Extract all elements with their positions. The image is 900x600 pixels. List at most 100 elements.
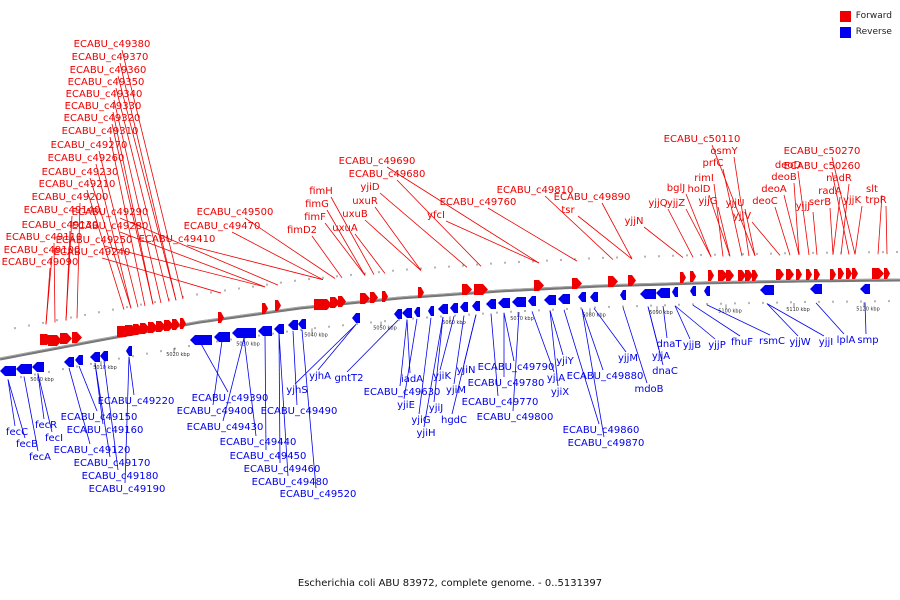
forward-gene-leader	[117, 75, 177, 301]
reverse-gene-leader	[23, 376, 39, 452]
forward-gene-label: rimI	[694, 173, 714, 184]
forward-gene-leader	[877, 194, 883, 255]
forward-gene-leader	[98, 150, 139, 308]
forward-gene-leader	[744, 208, 756, 256]
reverse-gene-label: yjhS	[286, 385, 307, 396]
forward-gene-arrow	[382, 291, 388, 302]
forward-gene-leader	[733, 156, 750, 257]
forward-gene-label: ECABU_c49130	[22, 220, 99, 231]
reverse-gene-label: ECABU_c49440	[220, 437, 297, 448]
reverse-gene-label: fecA	[29, 452, 51, 463]
forward-gene-arrow	[275, 300, 281, 311]
forward-gene-arrow	[330, 297, 340, 308]
reverse-gene-leader	[766, 303, 799, 337]
reverse-gene-label: ECABU_c49120	[54, 445, 131, 456]
reverse-gene-leader	[706, 304, 771, 336]
forward-gene-label: ECABU_c49360	[70, 65, 147, 76]
reverse-gene-label: dnaT	[657, 339, 683, 350]
forward-gene-leader	[685, 193, 712, 257]
forward-gene-label: yjjJ	[796, 201, 810, 212]
forward-gene-label: ECABU_c49240	[54, 247, 131, 258]
reverse-gene-label: yjiY	[556, 356, 574, 367]
forward-gene-leader	[643, 226, 684, 258]
forward-gene-label: yjjN	[625, 216, 644, 227]
reverse-gene-leader	[278, 332, 281, 464]
reverse-gene-label: fecI	[45, 433, 63, 444]
reverse-gene-label: dnaC	[652, 366, 678, 377]
forward-gene-leader	[244, 217, 336, 279]
reverse-gene-label: yjiG	[411, 415, 430, 426]
forward-gene-arrow	[690, 271, 696, 282]
tick-label: 5030 kbp	[236, 341, 260, 347]
reverse-gene-label: ECABU_c49190	[89, 484, 166, 495]
reverse-gene-label: yjiE	[397, 400, 415, 411]
forward-gene-label: deoB	[771, 172, 797, 183]
reverse-gene-arrow	[16, 364, 32, 374]
reverse-gene-label: ECABU_c49450	[230, 451, 307, 462]
tick-label: 5060 kbp	[442, 320, 466, 326]
reverse-gene-leader	[439, 316, 455, 371]
forward-gene-arrow	[776, 269, 784, 280]
forward-gene-arrow	[180, 318, 186, 329]
forward-gene-arrow	[846, 268, 852, 279]
forward-gene-label: yjjU	[726, 198, 745, 209]
reverse-gene-arrow	[90, 352, 100, 362]
reverse-gene-arrow	[558, 294, 570, 304]
forward-gene-label: radA	[818, 186, 842, 197]
forward-gene-label: serB	[809, 197, 831, 208]
tick-label: 5020 kbp	[166, 352, 190, 358]
forward-gene-label: holD	[688, 184, 711, 195]
reverse-gene-label: mdoB	[634, 384, 663, 395]
reverse-gene-leader	[581, 308, 605, 438]
reverse-gene-label: ECABU_c49430	[187, 422, 264, 433]
forward-gene-leader	[812, 211, 818, 255]
forward-gene-arrow	[708, 270, 714, 281]
forward-gene-leader	[829, 207, 834, 255]
legend-reverse: Reverse	[839, 24, 892, 40]
reverse-gene-arrow	[860, 284, 870, 294]
forward-gene-arrow	[360, 293, 370, 304]
forward-gene-label: ECABU_c49090	[2, 257, 79, 268]
forward-gene-leader	[113, 99, 162, 304]
reverse-gene-arrow	[288, 320, 298, 330]
forward-swatch	[839, 10, 851, 22]
forward-gene-arrow	[608, 276, 618, 287]
reverse-gene-label: yjjP	[708, 340, 726, 351]
forward-gene-label: prfC	[703, 158, 724, 169]
forward-gene-label: ECABU_c49350	[68, 77, 145, 88]
forward-gene-label: ECABU_c49760	[440, 197, 517, 208]
reverse-gene-leader	[294, 324, 357, 385]
reverse-gene-label: smp	[857, 335, 878, 346]
reverse-gene-leader	[692, 304, 741, 337]
reverse-gene-label: yjjI	[819, 337, 833, 348]
reverse-swatch	[839, 26, 851, 38]
forward-gene-leader	[854, 205, 863, 255]
forward-gene-arrow	[370, 292, 378, 303]
reverse-gene-leader	[549, 310, 564, 356]
forward-gene-arrow	[164, 320, 174, 331]
legend: Forward Reverse	[839, 8, 892, 40]
reverse-gene-arrow	[232, 328, 256, 338]
reverse-gene-label: ECABU_c49170	[74, 458, 151, 469]
tick-label: 5100 kbp	[718, 308, 742, 314]
forward-gene-label: fimF	[304, 212, 326, 223]
forward-gene-arrow	[796, 269, 802, 280]
forward-gene-leader	[717, 206, 731, 257]
reverse-gene-leader	[463, 314, 477, 365]
forward-gene-arrow	[462, 284, 472, 295]
reverse-gene-label: fecC	[6, 427, 28, 438]
reverse-gene-label: ECABU_c49780	[468, 378, 545, 389]
reverse-gene-label: ECABU_c49800	[477, 412, 554, 423]
forward-gene-arrow	[72, 332, 82, 343]
reverse-gene-arrow	[704, 286, 710, 296]
reverse-gene-leader	[346, 319, 399, 373]
reverse-gene-arrow	[0, 366, 16, 376]
reverse-gene-label: yjiA	[547, 373, 565, 384]
reverse-gene-leader	[399, 319, 408, 387]
forward-gene-arrow	[60, 333, 72, 344]
reverse-gene-label: yjiK	[433, 371, 451, 382]
reverse-gene-arrow	[498, 298, 510, 308]
forward-gene-label: ECABU_c49410	[139, 234, 216, 245]
forward-gene-arrow	[338, 296, 346, 307]
